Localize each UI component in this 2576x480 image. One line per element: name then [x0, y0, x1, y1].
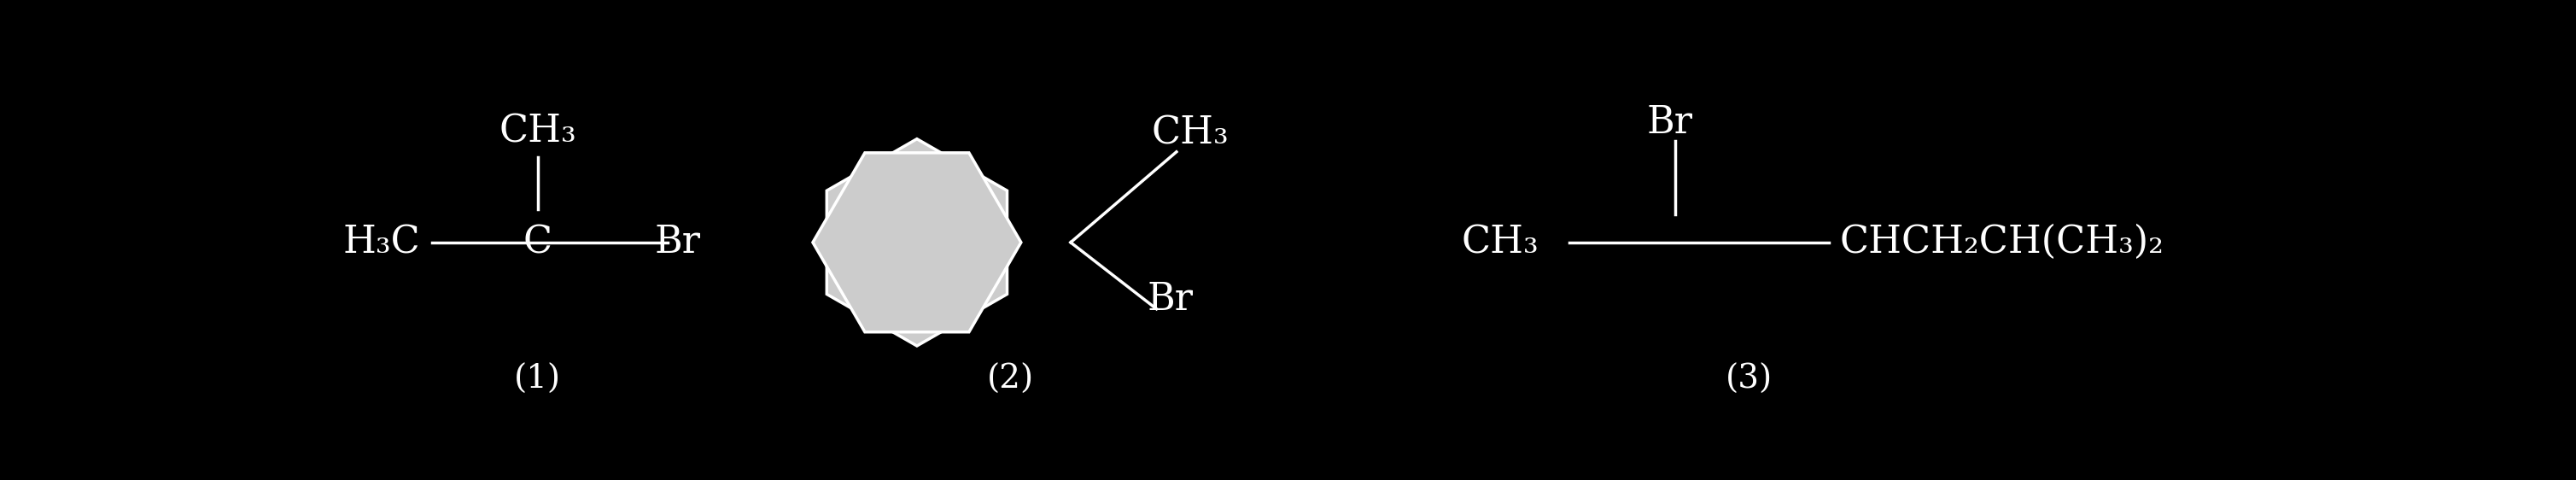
Text: CHCH₂CH(CH₃)₂: CHCH₂CH(CH₃)₂ [1839, 224, 2164, 261]
Polygon shape [814, 153, 1020, 332]
Text: (3): (3) [1726, 363, 1772, 395]
Text: Br: Br [654, 224, 701, 261]
Text: CH₃: CH₃ [1151, 115, 1229, 152]
Text: CH₃: CH₃ [1461, 224, 1538, 261]
Text: CH₃: CH₃ [500, 113, 577, 150]
Text: Br: Br [1146, 281, 1193, 318]
Text: (2): (2) [987, 363, 1036, 395]
Text: C: C [523, 224, 551, 261]
Text: H₃C: H₃C [343, 224, 420, 261]
Polygon shape [827, 139, 1007, 346]
Text: Br: Br [1646, 104, 1692, 141]
Text: (1): (1) [515, 363, 562, 395]
